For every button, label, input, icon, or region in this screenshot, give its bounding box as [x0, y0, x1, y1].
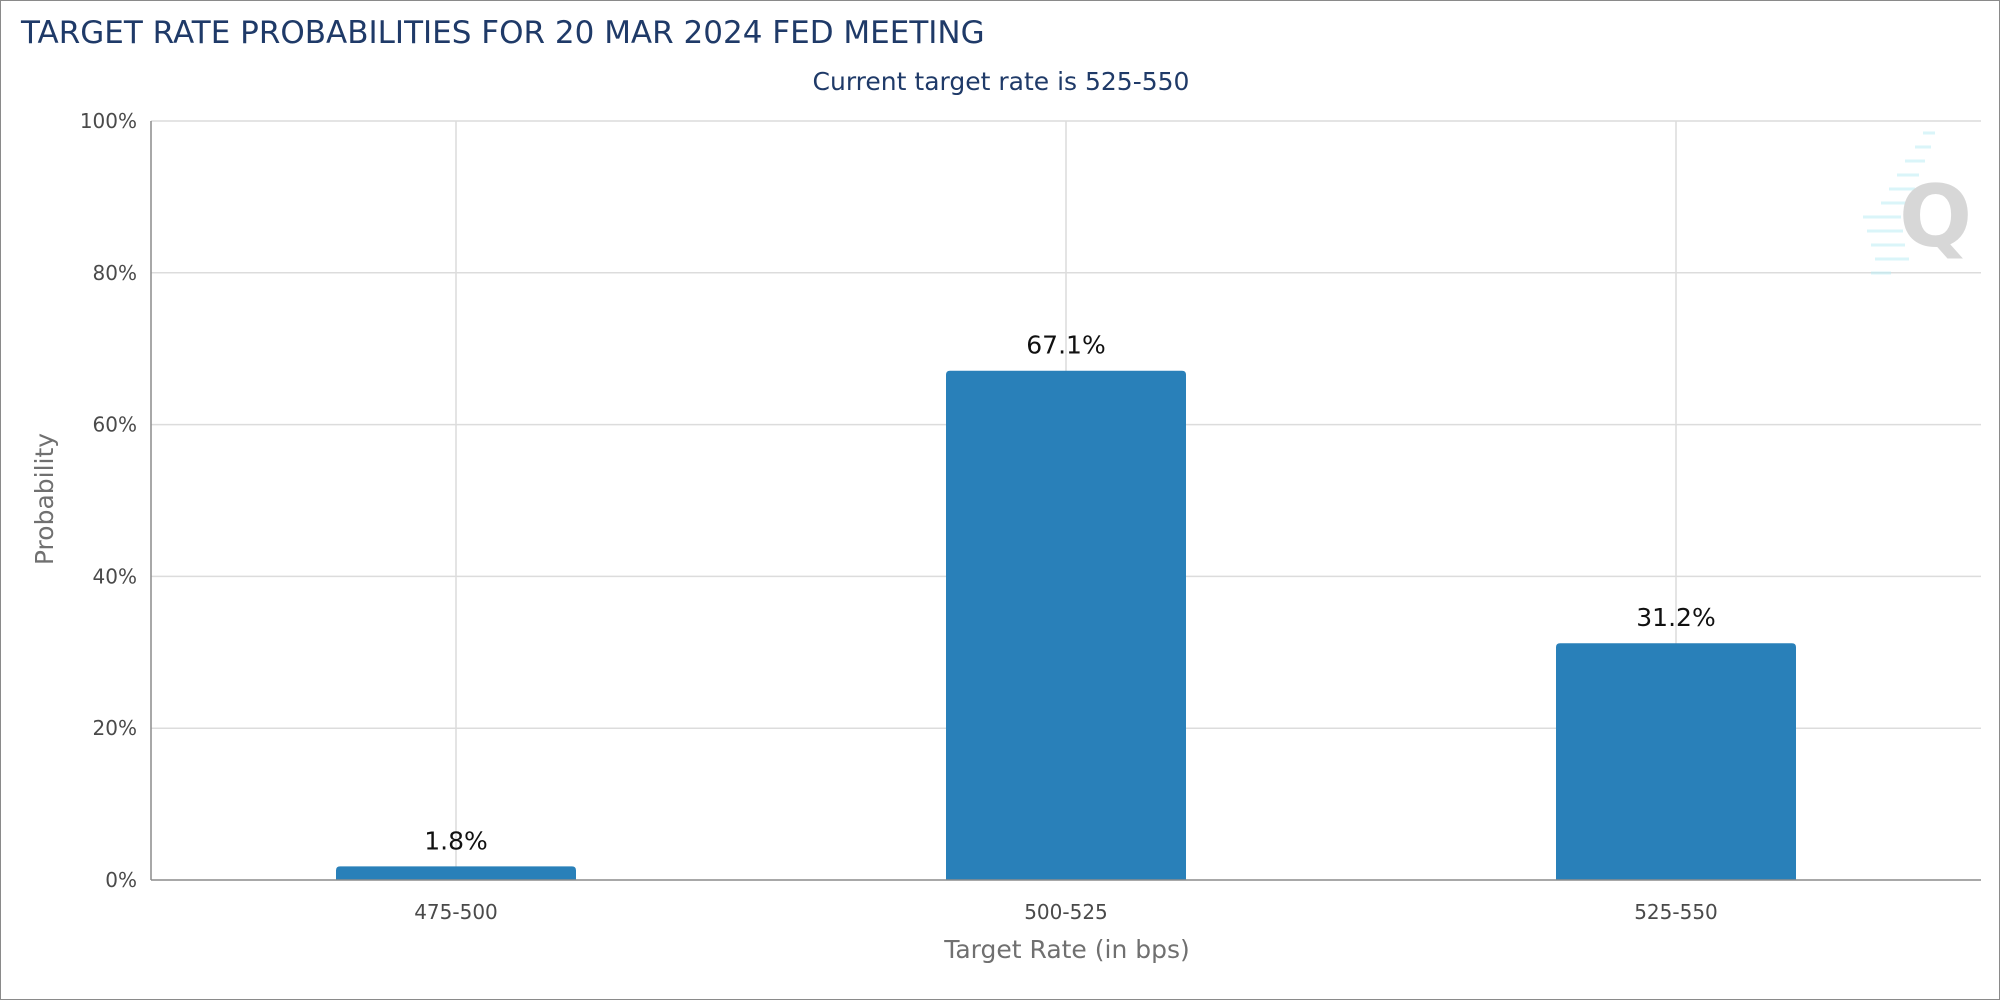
bar-475-500: [336, 866, 576, 880]
y-tick-label: 0%: [105, 868, 137, 892]
svg-text:Q: Q: [1899, 167, 1972, 267]
bar-525-550: [1556, 643, 1796, 880]
x-axis-title: Target Rate (in bps): [943, 935, 1190, 964]
y-axis-title: Probability: [30, 433, 59, 565]
axes: 0% 20% 40% 60% 80% 100% 475-500 500-525 525-550: [80, 109, 1981, 924]
x-tick-label-525-550: 525-550: [1634, 900, 1718, 924]
bars: [336, 370, 1796, 880]
y-tick-label: 60%: [93, 413, 137, 437]
chart-subtitle: Current target rate is 525-550: [813, 67, 1190, 96]
y-tick-label: 20%: [93, 716, 137, 740]
data-label-525-550: 31.2%: [1636, 603, 1715, 632]
watermark-logo: Q: [1863, 131, 1972, 275]
bar-500-525: [946, 370, 1186, 880]
chart-title: TARGET RATE PROBABILITIES FOR 20 MAR 202…: [20, 15, 985, 51]
y-tick-label: 40%: [93, 564, 137, 588]
x-tick-label-475-500: 475-500: [414, 900, 498, 924]
data-label-475-500: 1.8%: [424, 826, 488, 855]
data-labels: 1.8% 67.1% 31.2%: [424, 331, 1715, 856]
y-tick-label: 80%: [93, 261, 137, 285]
y-tick-label: 100%: [80, 109, 137, 133]
data-label-500-525: 67.1%: [1026, 331, 1105, 360]
x-tick-label-500-525: 500-525: [1024, 900, 1108, 924]
